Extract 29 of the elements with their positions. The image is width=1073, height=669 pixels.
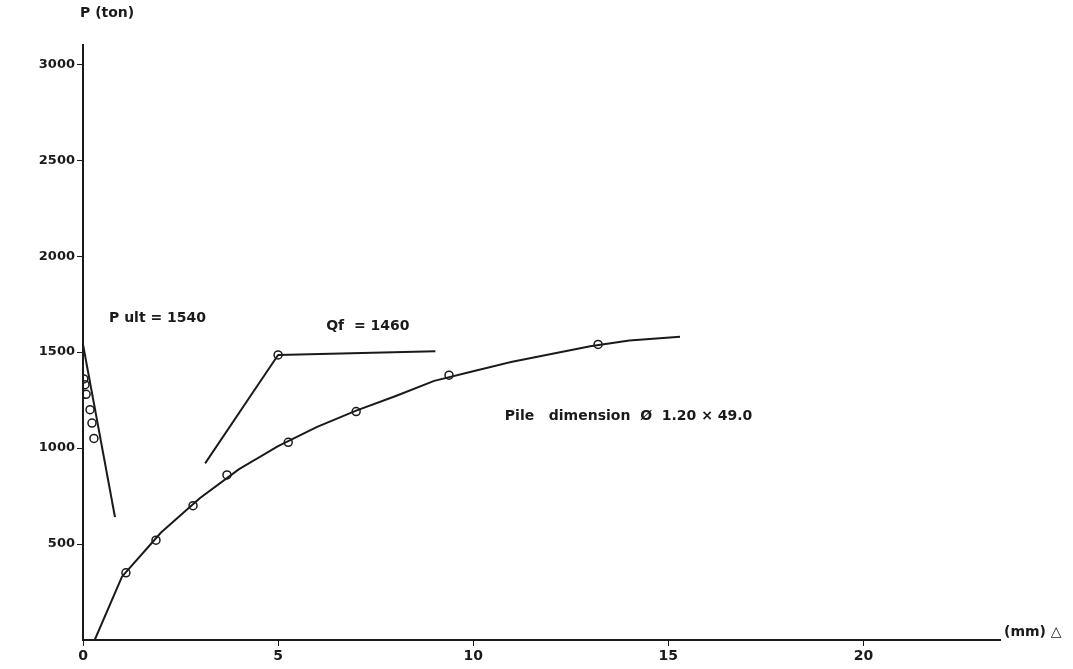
x-tick-label: 5 — [273, 647, 283, 664]
point — [283, 437, 293, 448]
y-tick-label: 2500 — [38, 151, 75, 167]
point — [444, 370, 454, 380]
x-tick-label: 0 — [78, 647, 89, 664]
point — [121, 568, 131, 578]
x-tick-label: 15 — [658, 647, 679, 664]
point — [351, 406, 361, 417]
annotation: Pile dimension Ø 1.20 × 49.0 — [504, 406, 753, 423]
y-axis-title: P (ton) — [80, 4, 135, 20]
x-tick-label: 10 — [463, 647, 484, 664]
point — [89, 433, 99, 444]
x-tick-label: 20 — [853, 647, 874, 664]
point — [222, 470, 232, 480]
point — [188, 500, 198, 511]
y-tick-label: 1500 — [38, 343, 75, 359]
point — [593, 339, 603, 350]
y-tick-label: 1000 — [38, 439, 75, 455]
annotation: Qf = 1460 — [326, 317, 410, 334]
point — [85, 404, 95, 415]
y-tick-label: 500 — [47, 535, 75, 551]
point — [273, 350, 283, 360]
point — [151, 535, 161, 545]
x-axis-title: (mm) △ — [1004, 623, 1062, 639]
point — [87, 418, 97, 428]
point — [83, 389, 91, 400]
annotation: P ult = 1540 — [109, 309, 207, 326]
y-tick-label: 2000 — [38, 247, 75, 263]
y-tick-label: 3000 — [38, 55, 75, 71]
